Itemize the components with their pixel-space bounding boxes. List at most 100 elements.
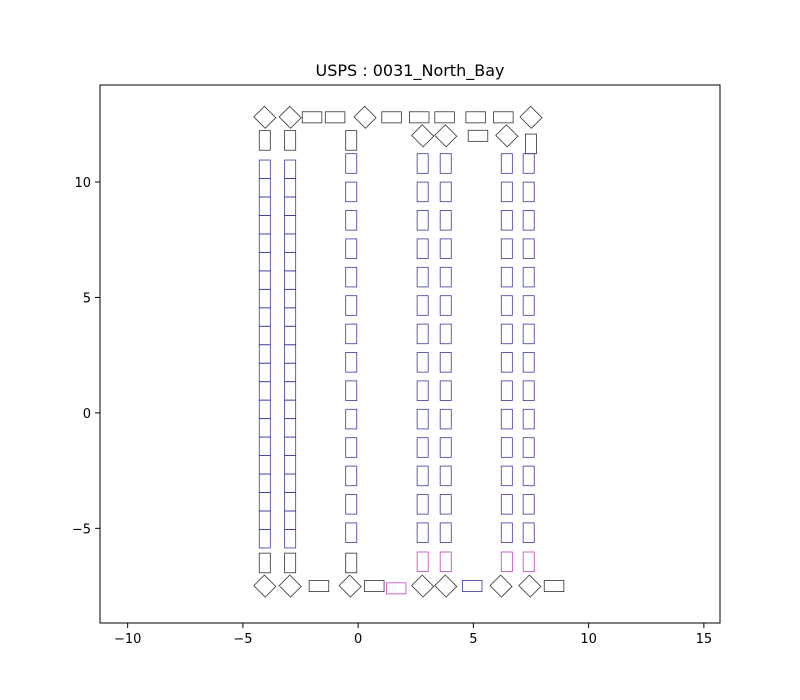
cabinet-footprint xyxy=(489,574,513,598)
cabinet-footprint xyxy=(439,522,452,543)
cabinet-footprint xyxy=(284,399,297,420)
y-tick-label: 5 xyxy=(83,291,91,306)
cabinet-footprint xyxy=(439,181,452,203)
cabinet-footprint xyxy=(500,522,513,543)
cabinet-footprint xyxy=(439,295,452,316)
cabinet-footprint xyxy=(500,295,513,316)
cabinet-footprint xyxy=(416,494,429,515)
cabinet-footprint xyxy=(522,266,535,288)
x-tick-label: 15 xyxy=(696,632,713,647)
series-top-boundary-row xyxy=(253,105,543,148)
cabinet-footprint xyxy=(284,492,297,512)
series-column-end-caps xyxy=(258,130,537,574)
cabinet-footprint xyxy=(439,380,452,401)
cabinet-footprint xyxy=(338,574,362,598)
cabinet-footprint xyxy=(258,270,271,290)
cabinet-footprint xyxy=(467,129,489,142)
cabinet-footprint xyxy=(522,352,535,373)
cabinet-footprint xyxy=(284,215,297,235)
cabinet-footprint xyxy=(258,178,271,198)
cabinet-footprint xyxy=(284,418,297,438)
cabinet-footprint xyxy=(522,153,535,174)
plot-area-frame xyxy=(99,84,721,624)
y-tick-label: −5 xyxy=(72,522,91,537)
cabinet-footprint xyxy=(416,323,429,345)
cabinet-footprint xyxy=(308,580,330,592)
cabinet-footprint xyxy=(345,552,358,574)
cabinet-footprint xyxy=(284,510,297,530)
cabinet-footprint xyxy=(345,295,358,316)
cabinet-footprint xyxy=(284,436,297,456)
cabinet-footprint xyxy=(522,380,535,401)
cabinet-footprint xyxy=(385,582,407,595)
cabinet-footprint xyxy=(500,408,513,430)
series-magenta-end-units xyxy=(385,551,535,595)
cabinet-footprint xyxy=(434,124,458,148)
cabinet-footprint xyxy=(258,510,271,530)
cabinet-footprint xyxy=(258,233,271,253)
cabinet-footprint xyxy=(345,380,358,401)
cabinet-footprint xyxy=(258,130,271,151)
cabinet-footprint xyxy=(439,153,452,174)
cabinet-footprints xyxy=(253,105,565,598)
cabinet-footprint xyxy=(522,181,535,203)
cabinet-footprint xyxy=(439,352,452,373)
y-tick-label: 10 xyxy=(74,176,91,191)
cabinet-footprint xyxy=(439,238,452,259)
cabinet-footprint xyxy=(284,251,297,272)
cabinet-footprint xyxy=(258,251,271,272)
cabinet-footprint xyxy=(416,522,429,543)
cabinet-footprint xyxy=(284,381,297,401)
cabinet-footprint xyxy=(416,181,429,203)
cabinet-footprint xyxy=(301,111,323,124)
cabinet-footprint xyxy=(364,580,385,592)
cabinet-footprint xyxy=(500,323,513,345)
cabinet-footprint xyxy=(284,473,297,493)
cabinet-footprint xyxy=(345,210,358,231)
cabinet-footprint xyxy=(493,111,514,124)
cabinet-footprint xyxy=(500,210,513,231)
cabinet-footprint xyxy=(345,153,358,174)
cabinet-footprint xyxy=(284,552,297,574)
y-axis: −5 0 5 10 xyxy=(72,176,100,537)
cabinet-footprint xyxy=(278,574,302,598)
cabinet-footprint xyxy=(258,455,271,475)
cabinet-footprint xyxy=(345,352,358,373)
cabinet-footprint xyxy=(462,580,483,592)
cabinet-footprint xyxy=(439,408,452,430)
cabinet-footprint xyxy=(284,270,297,290)
cabinet-footprint xyxy=(500,465,513,487)
cabinet-footprint xyxy=(258,159,271,179)
cabinet-footprint xyxy=(253,574,277,598)
cabinet-footprint xyxy=(411,124,435,148)
cabinet-footprint xyxy=(434,574,458,598)
cabinet-footprint xyxy=(522,295,535,316)
cabinet-footprint xyxy=(416,210,429,231)
cabinet-footprint xyxy=(258,492,271,512)
x-tick-label: 0 xyxy=(354,632,362,647)
cabinet-footprint xyxy=(518,574,542,598)
cabinet-footprint xyxy=(439,266,452,288)
x-tick-label: 5 xyxy=(469,632,477,647)
cabinet-footprint xyxy=(345,408,358,430)
cabinet-footprint xyxy=(439,437,452,458)
cabinet-footprint xyxy=(522,323,535,345)
cabinet-footprint xyxy=(416,408,429,430)
cabinet-footprint xyxy=(495,124,519,148)
cabinet-footprint xyxy=(324,111,346,124)
cabinet-footprint xyxy=(284,325,297,346)
cabinet-footprint xyxy=(345,130,358,151)
cabinet-footprint xyxy=(409,111,430,124)
cabinet-footprint xyxy=(345,465,358,487)
cabinet-footprint xyxy=(500,266,513,288)
cabinet-footprint xyxy=(500,380,513,401)
cabinet-footprint xyxy=(439,494,452,515)
cabinet-footprint xyxy=(522,465,535,487)
cabinet-footprint xyxy=(500,181,513,203)
chart-title: USPS : 0031_North_Bay xyxy=(316,61,505,81)
cabinet-footprint xyxy=(416,465,429,487)
cabinet-footprint xyxy=(258,325,271,346)
cabinet-footprint xyxy=(416,437,429,458)
cabinet-footprint xyxy=(439,210,452,231)
